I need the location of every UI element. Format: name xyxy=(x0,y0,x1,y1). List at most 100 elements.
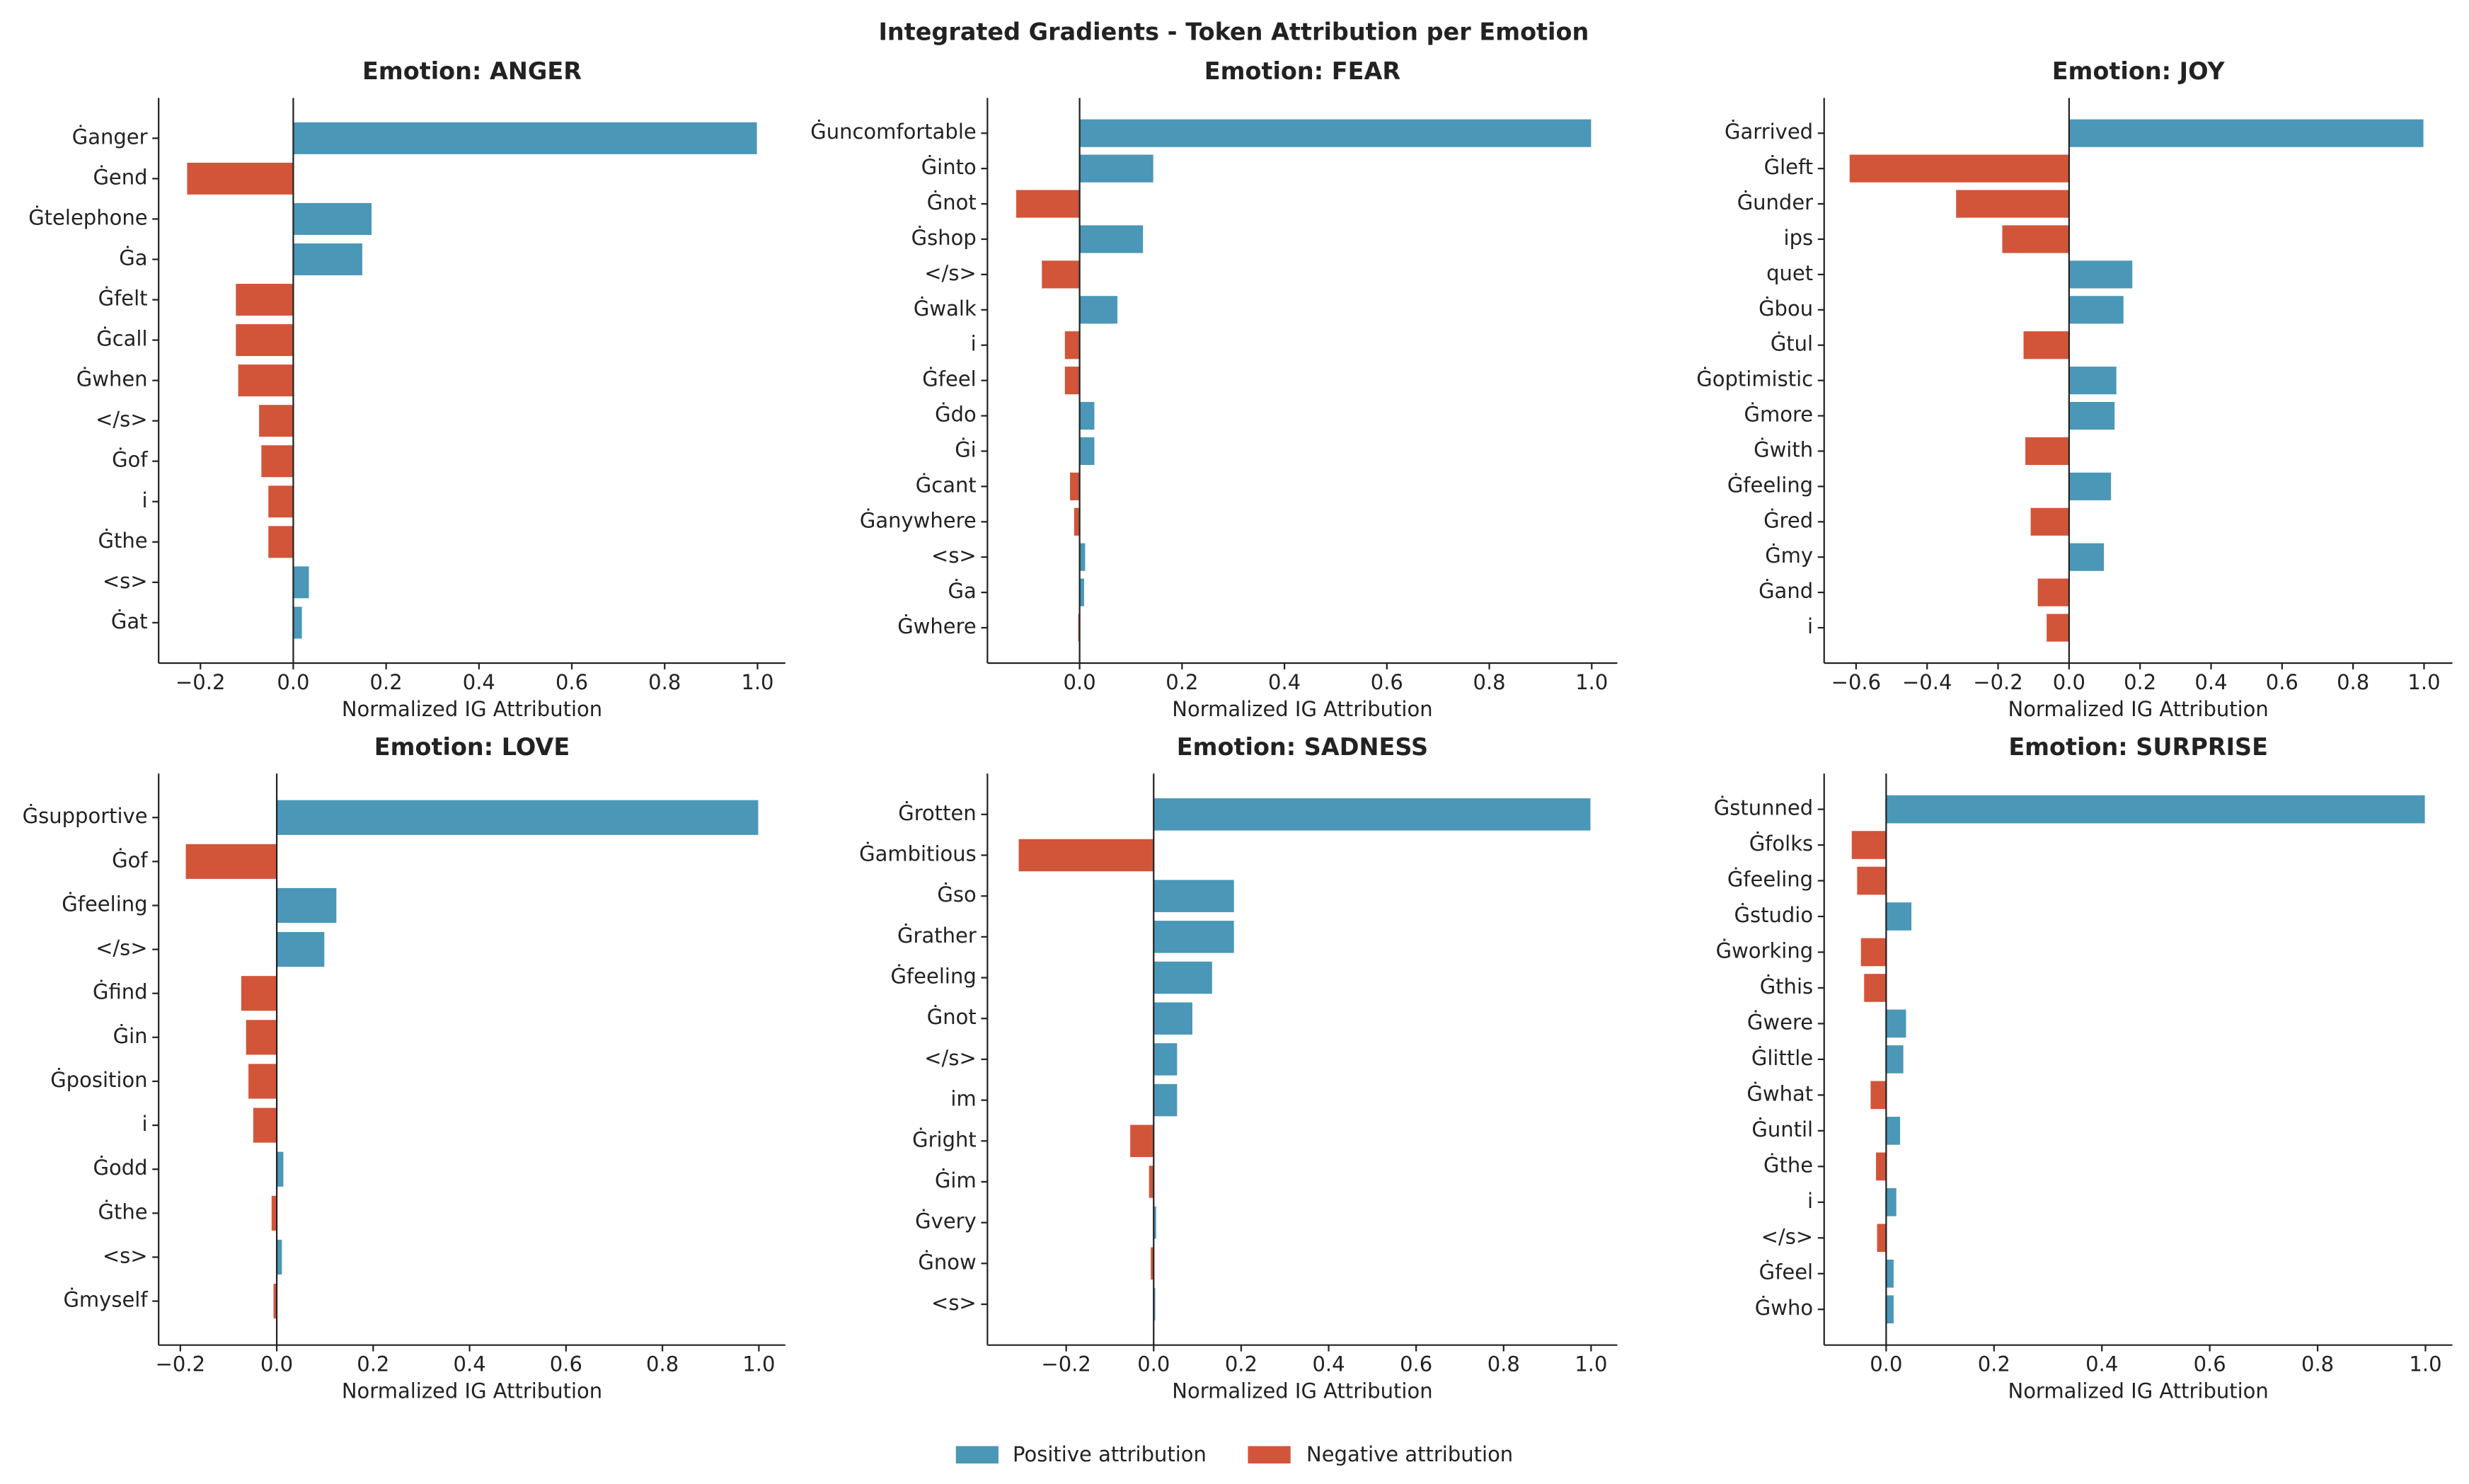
bar xyxy=(292,242,364,277)
bar xyxy=(1017,837,1155,873)
bar xyxy=(276,887,338,924)
bar xyxy=(1885,1008,1908,1040)
bar xyxy=(2068,117,2425,149)
bar xyxy=(1153,878,1236,914)
y-tick-label: Ġarrived xyxy=(1725,120,1813,144)
x-axis-label: Normalized IG Attribution xyxy=(1172,697,1432,721)
bar xyxy=(1885,1115,1901,1146)
y-tick-label: </s> xyxy=(96,408,147,432)
y-tick-label: Ġfeel xyxy=(922,367,976,391)
x-tick-label: 0.8 xyxy=(1487,1352,1520,1376)
legend-label: Positive attribution xyxy=(1013,1442,1207,1466)
bar xyxy=(1875,1151,1887,1182)
y-tick-label: Ġwalk xyxy=(914,297,977,321)
y-tick-label: Ġi xyxy=(955,437,977,461)
bar xyxy=(2068,471,2112,502)
y-tick-label: im xyxy=(950,1087,976,1111)
y-tick-label: Ġfolks xyxy=(1749,832,1813,856)
y-tick-label: Ġend xyxy=(93,165,147,189)
y-tick-label: i xyxy=(142,488,147,512)
bar xyxy=(1153,960,1214,996)
y-tick-label: Ġin xyxy=(113,1024,148,1048)
bar xyxy=(2022,330,2070,361)
panel-title: Emotion: SADNESS xyxy=(1177,733,1428,761)
bar xyxy=(276,1150,285,1188)
x-tick-label: 1.0 xyxy=(1575,1352,1607,1376)
y-tick-label: i xyxy=(1807,1189,1813,1213)
y-tick-label: Ġat xyxy=(111,609,148,633)
bar xyxy=(1885,901,1913,932)
x-tick-label: 1.0 xyxy=(1575,670,1608,694)
bar xyxy=(1885,1187,1898,1218)
panel-title: Emotion: ANGER xyxy=(362,57,582,85)
bar xyxy=(1078,153,1155,184)
y-tick-label: Ġwhere xyxy=(897,614,977,638)
x-tick-label: 0.2 xyxy=(1166,670,1198,694)
y-tick-label: Ġstunned xyxy=(1714,796,1813,820)
legend-swatch xyxy=(1248,1446,1291,1463)
panel-title: Emotion: FEAR xyxy=(1204,57,1401,85)
x-tick-label: 0.0 xyxy=(1870,1352,1902,1376)
bar xyxy=(1069,471,1081,502)
figure-title: Integrated Gradients - Token Attribution… xyxy=(878,18,1589,45)
y-tick-label: Ġworking xyxy=(1716,938,1814,962)
x-tick-label: 0.4 xyxy=(1268,670,1301,694)
y-tick-label: Ġfeeling xyxy=(1727,473,1813,497)
bar xyxy=(2068,365,2118,396)
y-tick-label: Ġfeeling xyxy=(1727,868,1813,892)
y-tick-label: Ġoptimistic xyxy=(1696,367,1813,391)
x-axis-label: Normalized IG Attribution xyxy=(2008,697,2269,721)
y-tick-label: Ġbou xyxy=(1759,297,1813,321)
panel-title: Emotion: JOY xyxy=(2052,57,2226,85)
bar xyxy=(2024,436,2070,466)
y-tick-label: Ġuncomfortable xyxy=(810,120,977,144)
bar xyxy=(1153,797,1592,832)
x-tick-label: 0.0 xyxy=(1064,670,1096,694)
y-tick-label: Ġof xyxy=(112,448,148,472)
y-tick-label: Ġtelephone xyxy=(28,205,147,229)
y-tick-label: Ġfeeling xyxy=(62,892,147,916)
x-tick-label: 0.4 xyxy=(463,670,495,694)
bar xyxy=(1885,1258,1895,1289)
bar xyxy=(1153,1001,1194,1036)
y-tick-label: Ġwere xyxy=(1747,1010,1813,1034)
x-tick-label: 0.6 xyxy=(1371,670,1403,694)
y-tick-label: Ġnot xyxy=(927,1005,977,1029)
bar xyxy=(1153,1083,1179,1118)
y-tick-label: Ġtul xyxy=(1771,332,1813,356)
y-tick-label: Ġnot xyxy=(927,190,977,214)
y-tick-label: Ġlittle xyxy=(1751,1046,1813,1070)
bar xyxy=(1073,506,1081,537)
y-tick-label: i xyxy=(1807,614,1813,638)
y-tick-label: Ġrotten xyxy=(898,801,976,825)
x-tick-label: 0.4 xyxy=(1312,1352,1345,1376)
bar xyxy=(292,565,311,600)
bar xyxy=(1153,1042,1179,1077)
bar xyxy=(1869,1079,1887,1110)
legend-label: Negative attribution xyxy=(1306,1442,1513,1466)
bar xyxy=(234,323,294,357)
bar xyxy=(1875,1222,1887,1253)
bar xyxy=(1015,188,1081,219)
bar xyxy=(2001,224,2070,255)
y-tick-label: Ġstudio xyxy=(1734,903,1814,927)
y-tick-label: Ġa xyxy=(948,579,977,603)
x-tick-label: 0.4 xyxy=(2085,1352,2118,1376)
bar xyxy=(276,931,326,968)
y-tick-label: quet xyxy=(1766,261,1813,285)
bar xyxy=(1078,224,1144,255)
bar xyxy=(2068,401,2116,431)
bar xyxy=(244,1018,277,1057)
y-tick-label: Ġred xyxy=(1763,508,1813,532)
y-tick-label: Ġfeel xyxy=(1759,1260,1813,1284)
x-tick-label: 0.8 xyxy=(646,1352,679,1376)
bar xyxy=(1848,153,2070,184)
bar xyxy=(1850,829,1887,861)
y-tick-label: Ġthe xyxy=(1763,1153,1813,1177)
y-tick-label: Ġfind xyxy=(93,980,148,1004)
bar xyxy=(1064,365,1081,396)
y-tick-label: Ġthis xyxy=(1760,974,1813,999)
x-axis-label: Normalized IG Attribution xyxy=(342,1379,602,1403)
